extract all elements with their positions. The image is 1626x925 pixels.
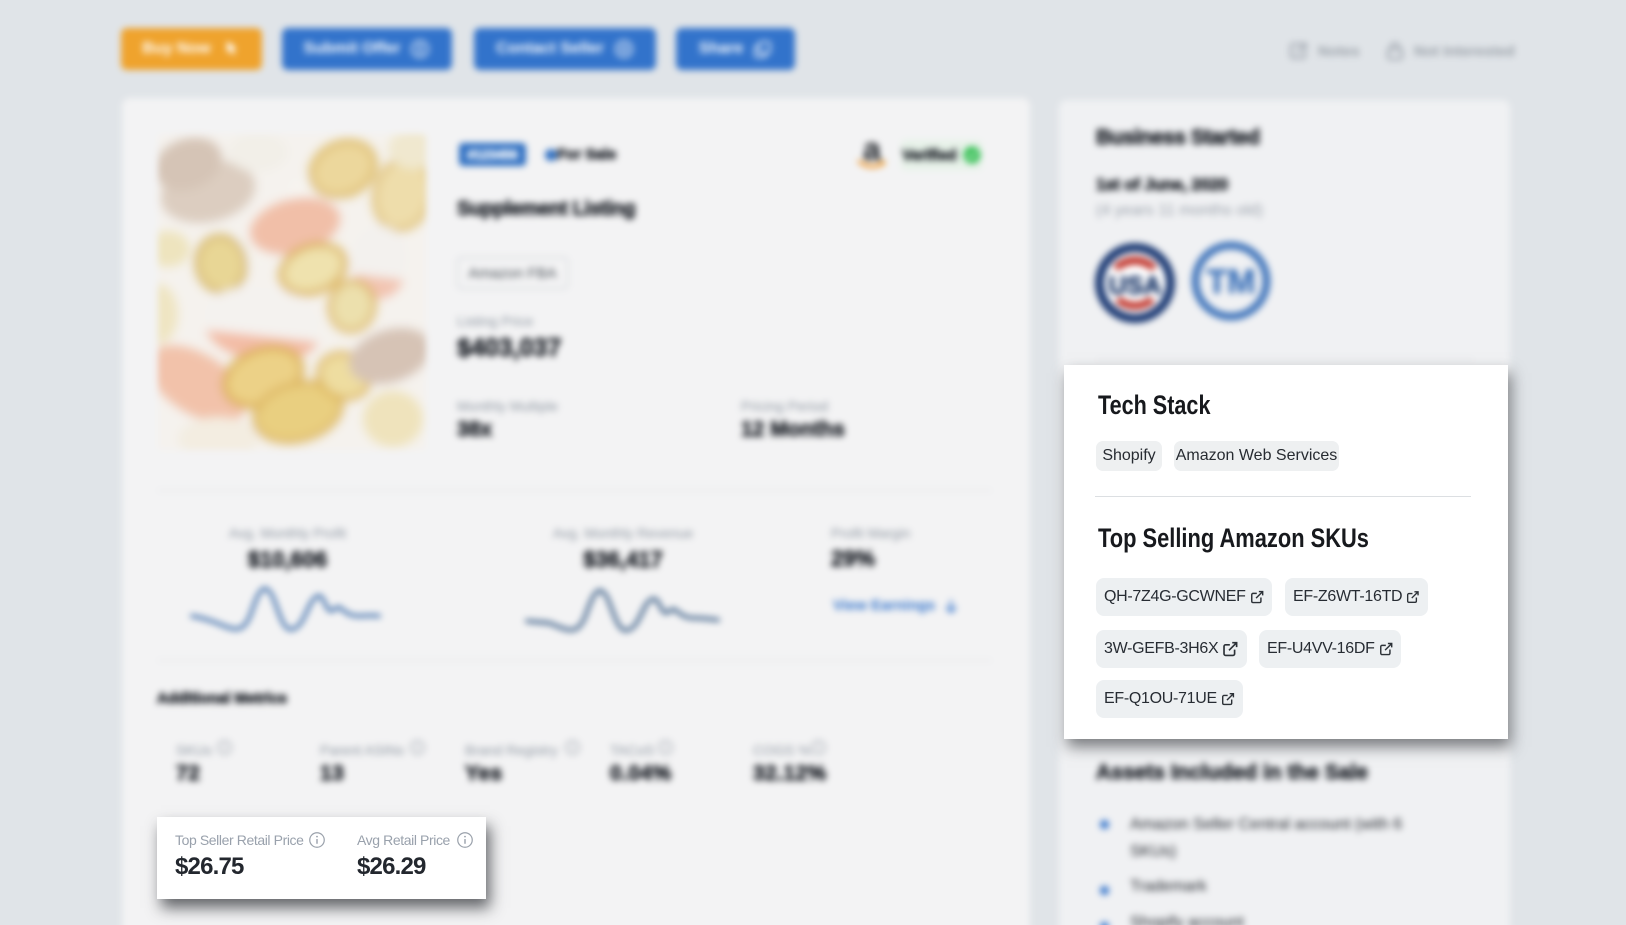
- svg-text:MADE IN: MADE IN: [1119, 266, 1151, 275]
- svg-text:USA: USA: [1109, 272, 1162, 300]
- svg-text:TM: TM: [1206, 263, 1255, 301]
